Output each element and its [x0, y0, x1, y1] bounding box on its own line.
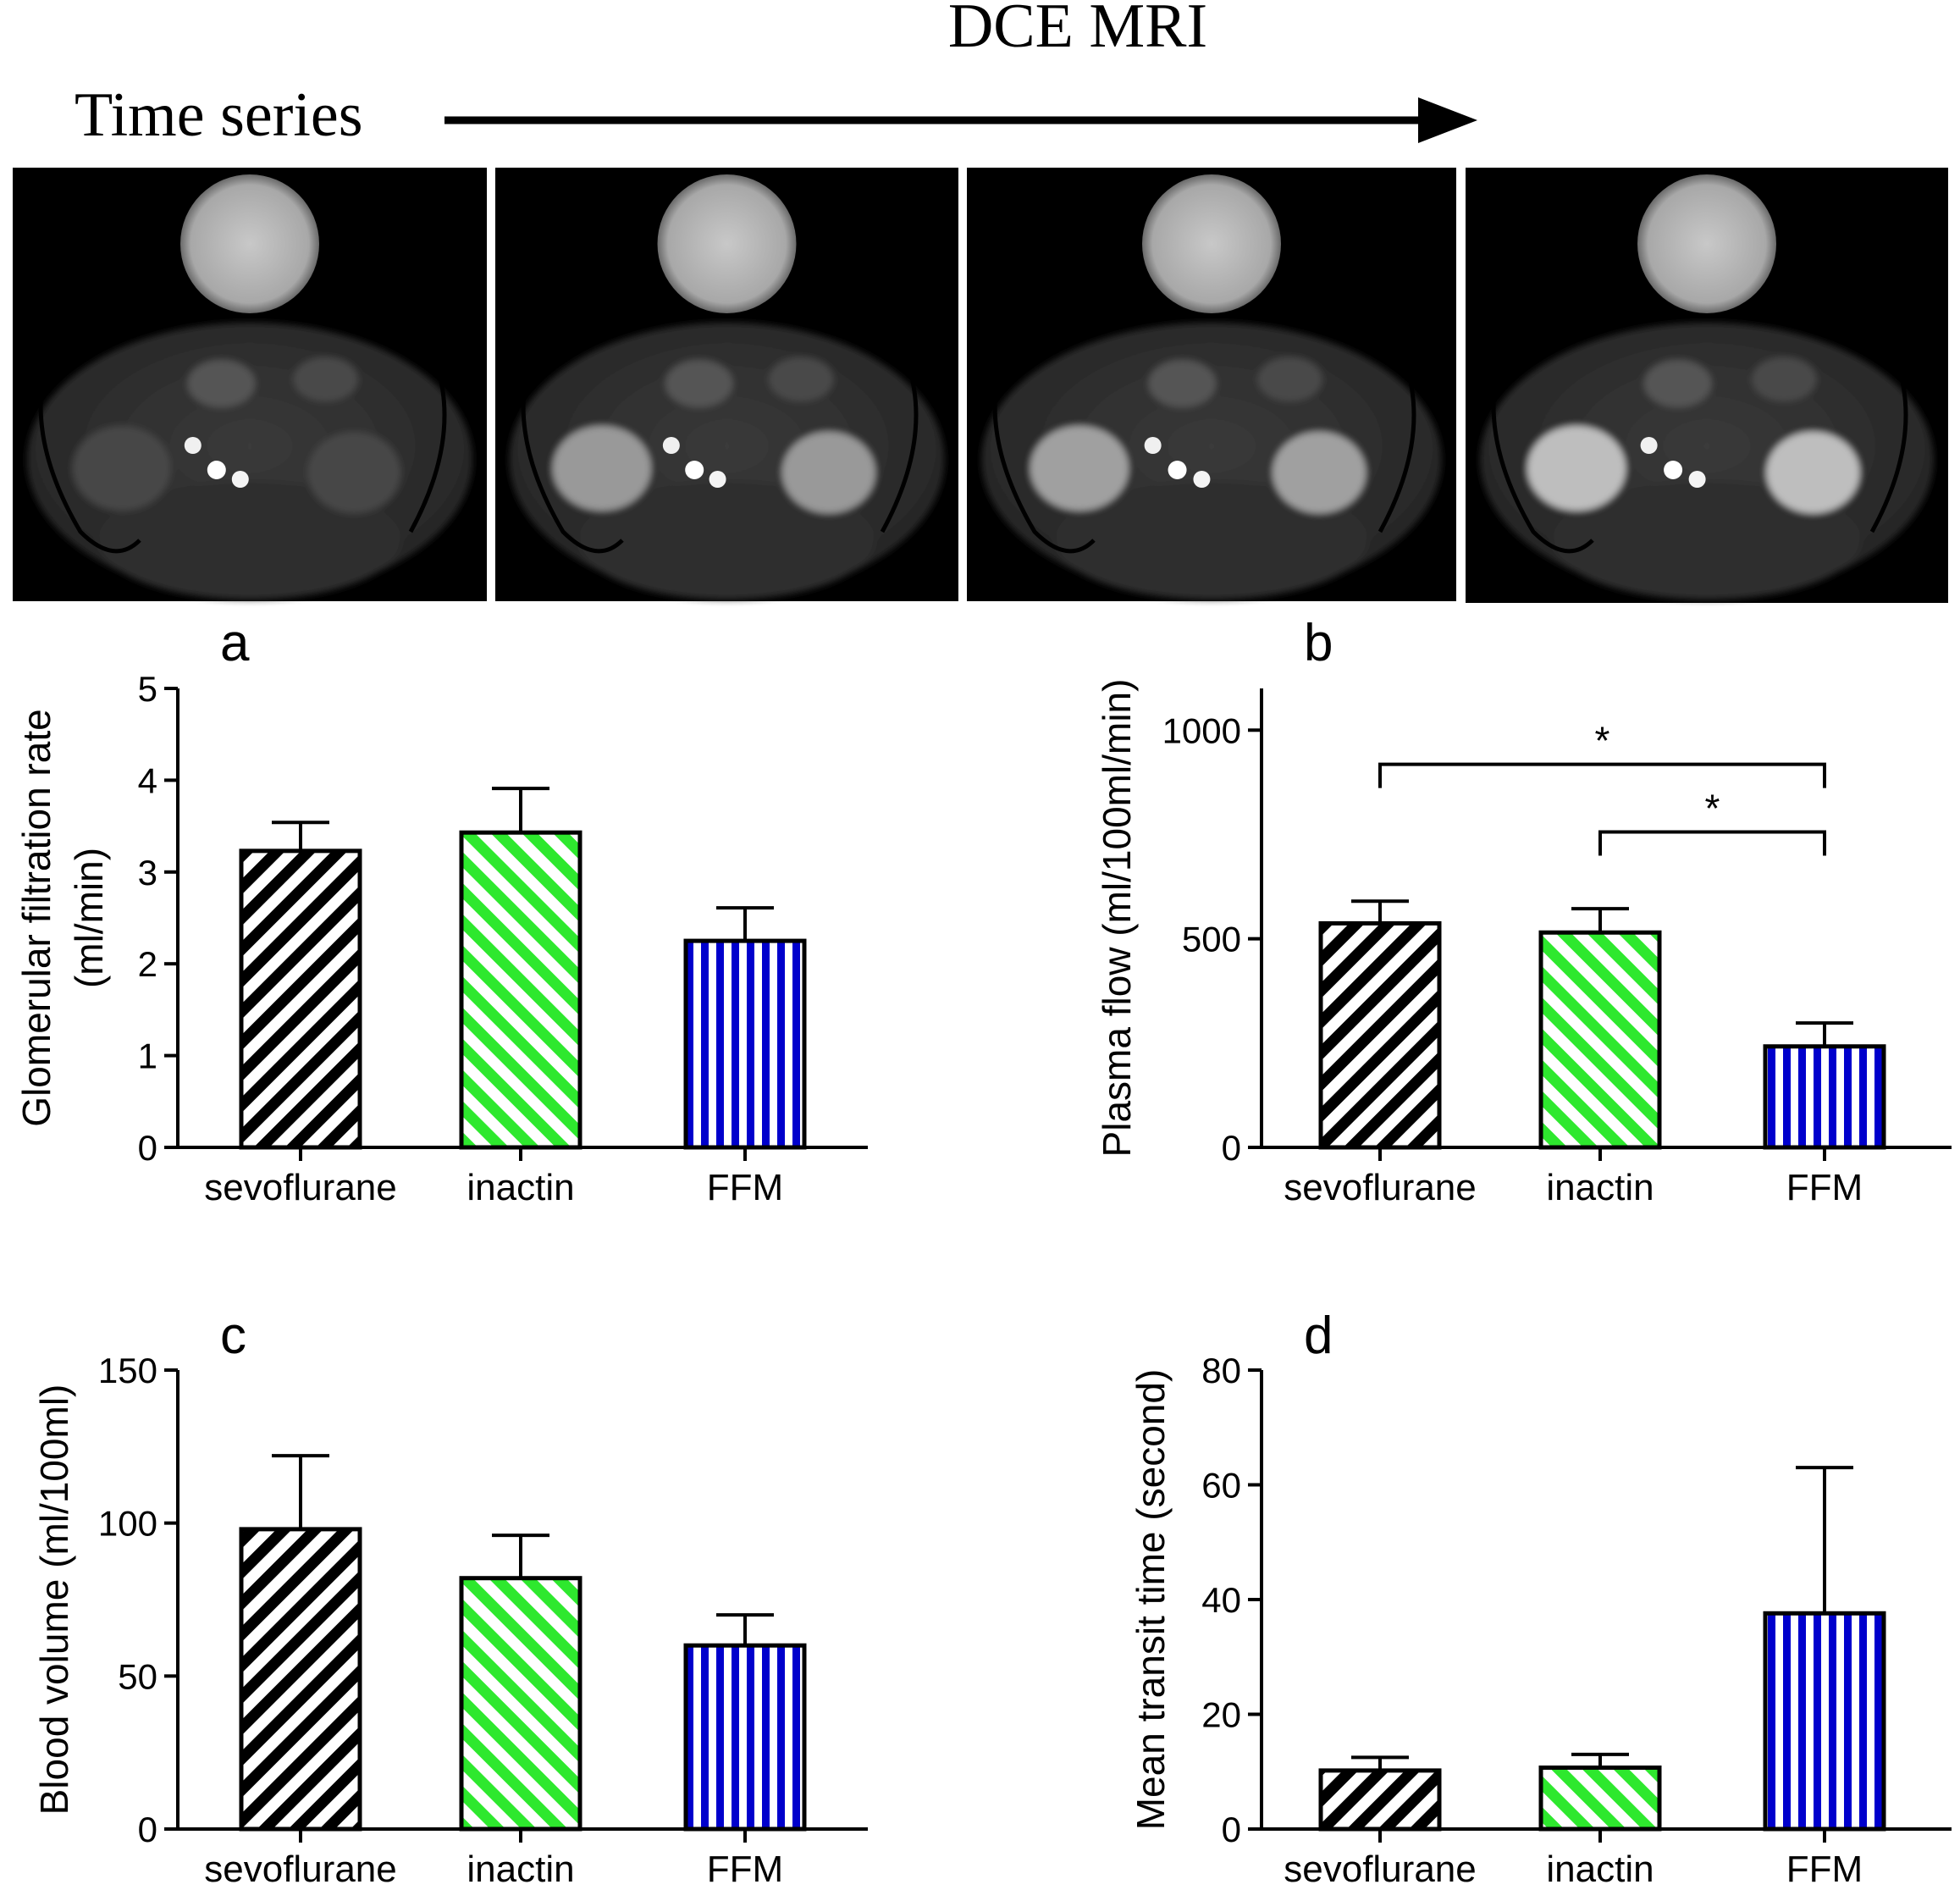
- mri-frame: [967, 168, 1456, 601]
- body-cross-section: [509, 323, 945, 600]
- left-kidney: [1030, 426, 1129, 511]
- y-axis-label: Plasma flow (ml/100ml/min): [1095, 679, 1139, 1158]
- y-tick-label: 4: [138, 760, 157, 800]
- x-tick-label: FFM: [1786, 1849, 1863, 1890]
- panel-letter: d: [1304, 1307, 1333, 1365]
- y-axis-label: Mean transit time (second): [1129, 1369, 1173, 1831]
- bar-sevoflurane: [239, 1527, 362, 1832]
- y-axis-label: (ml/min): [67, 848, 111, 988]
- bar-sevoflurane: [1318, 1768, 1442, 1832]
- mri-frame: [13, 168, 487, 601]
- y-tick-label: 100: [98, 1504, 157, 1544]
- panel-c: c 0 50 100 150 Blood volume (ml/100ml) sevoflu…: [32, 1307, 868, 1890]
- y-tick-label: 500: [1182, 920, 1241, 959]
- bar-ffm: [1763, 1611, 1886, 1832]
- significance-star: *: [1595, 719, 1610, 763]
- right-kidney: [1273, 432, 1366, 513]
- x-tick-label: FFM: [707, 1167, 783, 1208]
- x-tick-label: sevoflurane: [1284, 1849, 1476, 1890]
- bar-ffm: [683, 938, 807, 1150]
- x-tick-label: sevoflurane: [204, 1849, 396, 1890]
- bar-sevoflurane: [239, 848, 362, 1150]
- x-tick-label: inactin: [467, 1849, 574, 1890]
- right-kidney: [307, 432, 401, 513]
- bar-ffm: [683, 1643, 807, 1832]
- y-tick-label: 3: [138, 853, 157, 892]
- y-tick-label: 0: [138, 1128, 157, 1168]
- y-tick-label: 80: [1201, 1351, 1241, 1390]
- y-tick-label: 2: [138, 944, 157, 984]
- bar-inactin: [459, 830, 582, 1150]
- significance-bracket: *: [1598, 786, 1826, 856]
- bar-inactin: [1538, 1766, 1662, 1832]
- panel-letter: c: [220, 1307, 246, 1365]
- x-tick-label: FFM: [1786, 1167, 1863, 1208]
- panel-d: d 0 20 40 60 80 Mean transit time (second) sevo…: [1129, 1307, 1952, 1890]
- figure-title: DCE MRI: [948, 0, 1207, 61]
- x-tick-label: sevoflurane: [204, 1167, 396, 1208]
- bar-inactin: [1538, 930, 1662, 1150]
- y-tick-label: 1: [138, 1036, 157, 1076]
- y-tick-label: 0: [1222, 1810, 1241, 1849]
- x-tick-label: inactin: [467, 1167, 574, 1208]
- mri-frame: [1466, 168, 1948, 603]
- bar-ffm: [1763, 1044, 1886, 1150]
- y-tick-label: 5: [138, 669, 157, 709]
- mri-image-strip: [13, 168, 1948, 603]
- panel-b: b 0 500 1000 Plasma flow (ml/100ml/min) sevof…: [1095, 614, 1952, 1208]
- x-tick-label: sevoflurane: [1284, 1167, 1476, 1208]
- phantom-disc: [1142, 174, 1281, 313]
- body-cross-section: [981, 323, 1442, 600]
- chart-panels: a 0 1 2 3 4 5 Glomerular filtration rate (ml/min…: [14, 614, 1952, 1890]
- y-axis-label: Glomerular filtration rate: [14, 709, 58, 1126]
- panel-letter: b: [1304, 614, 1333, 672]
- significance-bracket: *: [1378, 719, 1826, 788]
- bar-sevoflurane: [1318, 920, 1442, 1150]
- y-tick-label: 40: [1201, 1580, 1241, 1620]
- y-tick-label: 1000: [1162, 710, 1241, 750]
- phantom-disc: [180, 174, 319, 313]
- left-kidney: [72, 426, 171, 511]
- right-kidney: [781, 432, 875, 513]
- phantom-disc: [657, 174, 797, 313]
- x-tick-label: inactin: [1546, 1849, 1654, 1890]
- bar-inactin: [459, 1576, 582, 1832]
- phantom-disc: [1637, 174, 1776, 313]
- x-tick-label: FFM: [707, 1849, 783, 1890]
- y-tick-label: 60: [1201, 1466, 1241, 1506]
- mri-frame: [495, 168, 958, 601]
- panel-letter: a: [220, 614, 250, 672]
- body-cross-section: [1480, 323, 1934, 600]
- body-cross-section: [26, 323, 473, 600]
- y-tick-label: 0: [1222, 1128, 1241, 1168]
- right-kidney: [1766, 432, 1860, 513]
- left-kidney: [1527, 426, 1626, 511]
- y-axis-label: Blood volume (ml/100ml): [32, 1384, 76, 1815]
- significance-star: *: [1705, 786, 1720, 830]
- x-tick-label: inactin: [1546, 1167, 1654, 1208]
- y-tick-label: 50: [118, 1656, 157, 1696]
- panel-a: a 0 1 2 3 4 5 Glomerular filtration rate (ml/min…: [14, 614, 868, 1208]
- time-arrow: [444, 97, 1477, 143]
- y-tick-label: 0: [138, 1810, 157, 1849]
- y-tick-label: 150: [98, 1351, 157, 1390]
- y-tick-label: 20: [1201, 1695, 1241, 1735]
- time-series-label: Time series: [75, 80, 363, 150]
- left-kidney: [552, 426, 651, 511]
